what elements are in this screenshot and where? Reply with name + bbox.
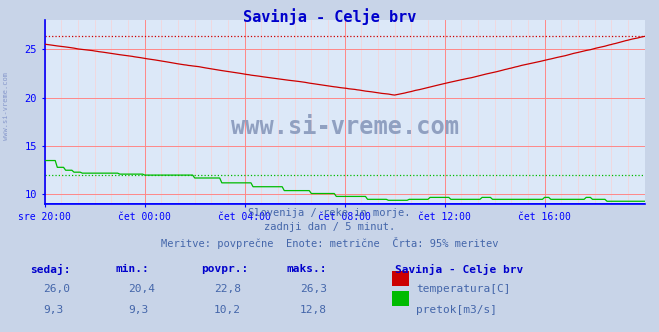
Text: Meritve: povprečne  Enote: metrične  Črta: 95% meritev: Meritve: povprečne Enote: metrične Črta:… (161, 237, 498, 249)
Text: www.si-vreme.com: www.si-vreme.com (3, 72, 9, 140)
Text: sedaj:: sedaj: (30, 264, 70, 275)
Text: temperatura[C]: temperatura[C] (416, 284, 511, 294)
Text: 9,3: 9,3 (43, 305, 63, 315)
Text: Savinja - Celje brv: Savinja - Celje brv (243, 8, 416, 25)
Text: Slovenija / reke in morje.: Slovenija / reke in morje. (248, 208, 411, 217)
Text: maks.:: maks.: (287, 264, 327, 274)
Text: 9,3: 9,3 (129, 305, 149, 315)
Text: zadnji dan / 5 minut.: zadnji dan / 5 minut. (264, 222, 395, 232)
Text: 12,8: 12,8 (300, 305, 327, 315)
Text: pretok[m3/s]: pretok[m3/s] (416, 305, 498, 315)
Text: povpr.:: povpr.: (201, 264, 248, 274)
Text: www.si-vreme.com: www.si-vreme.com (231, 115, 459, 139)
Text: Savinja - Celje brv: Savinja - Celje brv (395, 264, 524, 275)
Text: 10,2: 10,2 (214, 305, 241, 315)
Text: 20,4: 20,4 (129, 284, 156, 294)
Text: 22,8: 22,8 (214, 284, 241, 294)
Text: 26,0: 26,0 (43, 284, 70, 294)
Text: 26,3: 26,3 (300, 284, 327, 294)
Text: min.:: min.: (115, 264, 149, 274)
